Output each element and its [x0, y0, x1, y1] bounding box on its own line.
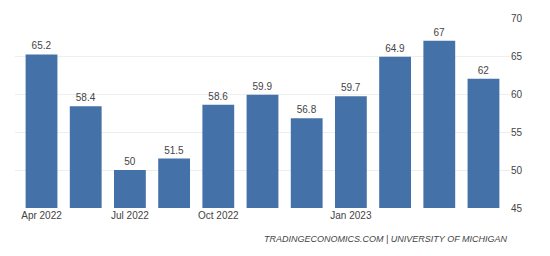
- svg-text:64.9: 64.9: [385, 43, 405, 54]
- svg-text:56.8: 56.8: [297, 104, 317, 115]
- svg-text:65: 65: [511, 51, 523, 62]
- svg-text:58.4: 58.4: [76, 92, 96, 103]
- svg-text:Jul 2022: Jul 2022: [111, 210, 149, 221]
- svg-text:70: 70: [511, 13, 523, 24]
- svg-text:50: 50: [511, 165, 523, 176]
- svg-text:55: 55: [511, 127, 523, 138]
- svg-text:60: 60: [511, 89, 523, 100]
- svg-text:Oct 2022: Oct 2022: [198, 210, 239, 221]
- svg-text:59.7: 59.7: [341, 82, 361, 93]
- svg-text:58.6: 58.6: [208, 91, 228, 102]
- svg-text:59.9: 59.9: [253, 81, 273, 92]
- svg-text:TRADINGECONOMICS.COM | UNIVERS: TRADINGECONOMICS.COM | UNIVERSITY OF MIC…: [264, 234, 508, 244]
- svg-text:62: 62: [478, 65, 490, 76]
- svg-text:45: 45: [511, 203, 523, 214]
- svg-text:65.2: 65.2: [32, 40, 52, 51]
- svg-text:50: 50: [124, 156, 136, 167]
- svg-text:51.5: 51.5: [164, 145, 184, 156]
- svg-text:67: 67: [434, 27, 446, 38]
- svg-text:Jan 2023: Jan 2023: [330, 210, 372, 221]
- svg-text:Apr 2022: Apr 2022: [21, 210, 62, 221]
